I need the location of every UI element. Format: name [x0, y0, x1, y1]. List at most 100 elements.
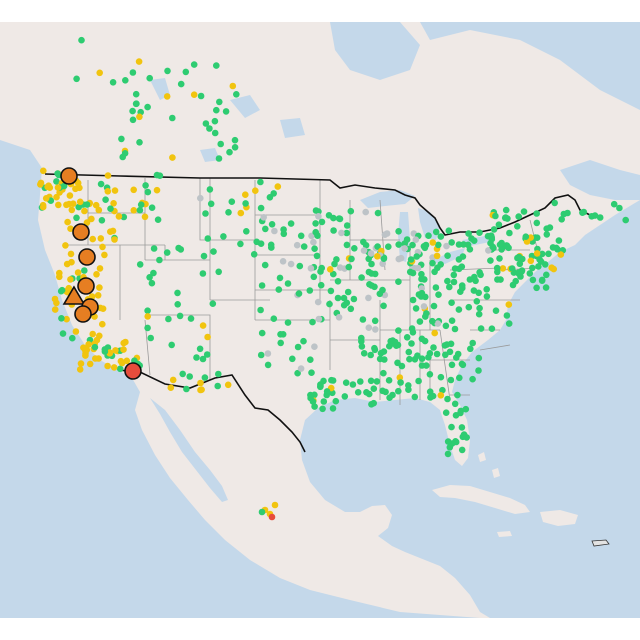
station-dot-good[interactable] [73, 75, 80, 83]
station-dot-good[interactable] [368, 260, 375, 268]
station-dot-good[interactable] [312, 220, 319, 227]
station-dot-good[interactable] [509, 281, 517, 289]
station-dot-good[interactable] [257, 306, 264, 314]
station-dot-good[interactable] [465, 230, 472, 237]
station-dot-good[interactable] [222, 108, 230, 115]
station-dot-good[interactable] [447, 340, 455, 348]
station-dot-good[interactable] [270, 315, 278, 323]
station-dot-good[interactable] [495, 221, 503, 228]
station-dot-moderate[interactable] [109, 227, 117, 235]
station-dot-good[interactable] [287, 220, 295, 227]
station-dot-good[interactable] [433, 350, 441, 358]
station-dot-good[interactable] [129, 69, 137, 76]
station-dot-good[interactable] [489, 243, 497, 251]
station-dot-moderate[interactable] [104, 362, 111, 370]
station-dot-good[interactable] [429, 259, 436, 267]
station-dot-good[interactable] [307, 394, 314, 402]
station-dot-good[interactable] [133, 100, 140, 107]
station-dot-good[interactable] [289, 355, 296, 363]
station-dot-good[interactable] [284, 280, 292, 287]
station-dot-no_data[interactable] [271, 227, 278, 235]
station-dot-good[interactable] [182, 68, 190, 76]
station-dot-good[interactable] [403, 334, 411, 341]
station-dot-good[interactable] [475, 354, 483, 362]
station-dot-moderate[interactable] [115, 213, 123, 220]
station-dot-no_data[interactable] [335, 314, 343, 321]
station-dot-moderate[interactable] [136, 113, 143, 121]
station-dot-moderate[interactable] [110, 364, 118, 371]
station-dot-good[interactable] [408, 340, 415, 347]
station-dot-good[interactable] [214, 382, 221, 390]
station-dot-good[interactable] [300, 243, 308, 250]
station-dot-good[interactable] [533, 219, 541, 227]
station-dot-moderate[interactable] [99, 320, 106, 328]
station-dot-good[interactable] [59, 330, 67, 337]
station-marker-circle-usg[interactable] [77, 277, 95, 295]
station-dot-good[interactable] [401, 240, 409, 247]
station-dot-good[interactable] [179, 370, 186, 378]
station-dot-no_data[interactable] [418, 285, 426, 292]
station-dot-no_data[interactable] [360, 247, 368, 254]
station-dot-good[interactable] [156, 256, 163, 264]
station-dot-good[interactable] [148, 204, 156, 211]
station-dot-no_data[interactable] [420, 303, 428, 310]
station-dot-moderate[interactable] [53, 193, 60, 201]
station-dot-good[interactable] [277, 339, 285, 347]
station-dot-good[interactable] [451, 265, 459, 272]
station-dot-moderate[interactable] [63, 260, 71, 268]
station-dot-good[interactable] [616, 204, 623, 212]
station-dot-good[interactable] [215, 268, 222, 276]
station-dot-good[interactable] [622, 216, 629, 224]
station-dot-good[interactable] [483, 293, 491, 300]
station-dot-good[interactable] [175, 244, 182, 252]
station-dot-good[interactable] [395, 387, 402, 395]
station-dot-good[interactable] [343, 229, 351, 237]
station-dot-good[interactable] [535, 263, 542, 270]
station-dot-moderate[interactable] [94, 292, 102, 299]
station-dot-moderate[interactable] [92, 355, 99, 362]
station-dot-good[interactable] [326, 300, 333, 308]
station-dot-good[interactable] [199, 355, 207, 363]
station-dot-good[interactable] [503, 242, 510, 249]
station-dot-good[interactable] [268, 244, 275, 251]
station-dot-good[interactable] [317, 382, 324, 390]
station-dot-good[interactable] [300, 337, 307, 345]
station-dot-good[interactable] [136, 261, 144, 268]
station-dot-good[interactable] [418, 270, 425, 278]
station-dot-moderate[interactable] [39, 203, 47, 211]
station-dot-good[interactable] [591, 212, 599, 219]
station-dot-good[interactable] [543, 231, 551, 238]
station-dot-good[interactable] [150, 245, 158, 252]
station-dot-good[interactable] [376, 290, 384, 298]
station-dot-good[interactable] [386, 394, 393, 402]
station-dot-good[interactable] [432, 284, 440, 291]
station-dot-good[interactable] [422, 313, 429, 320]
station-dot-good[interactable] [408, 325, 416, 332]
station-dot-good[interactable] [411, 393, 419, 401]
station-dot-good[interactable] [455, 306, 463, 313]
station-dot-good[interactable] [458, 446, 466, 454]
station-dot-good[interactable] [101, 348, 109, 355]
station-dot-good[interactable] [610, 200, 618, 208]
station-dot-no_data[interactable] [197, 194, 204, 202]
station-dot-good[interactable] [418, 355, 426, 363]
station-dot-good[interactable] [154, 216, 162, 223]
station-dot-good[interactable] [466, 246, 474, 253]
station-dot-good[interactable] [367, 377, 375, 385]
station-dot-moderate[interactable] [76, 366, 84, 373]
station-dot-good[interactable] [488, 235, 496, 243]
station-dot-good[interactable] [211, 129, 219, 137]
station-dot-no_data[interactable] [367, 250, 375, 257]
station-dot-good[interactable] [487, 257, 494, 264]
station-dot-good[interactable] [432, 228, 440, 236]
station-dot-good[interactable] [333, 256, 340, 263]
station-dot-moderate[interactable] [431, 329, 439, 337]
station-dot-good[interactable] [311, 245, 318, 252]
station-dot-good[interactable] [268, 221, 276, 228]
station-dot-moderate[interactable] [88, 215, 95, 223]
station-dot-good[interactable] [496, 255, 503, 262]
station-dot-no_data[interactable] [307, 265, 315, 272]
station-dot-good[interactable] [458, 360, 466, 368]
station-dot-good[interactable] [186, 373, 193, 380]
station-dot-no_data[interactable] [443, 242, 450, 250]
